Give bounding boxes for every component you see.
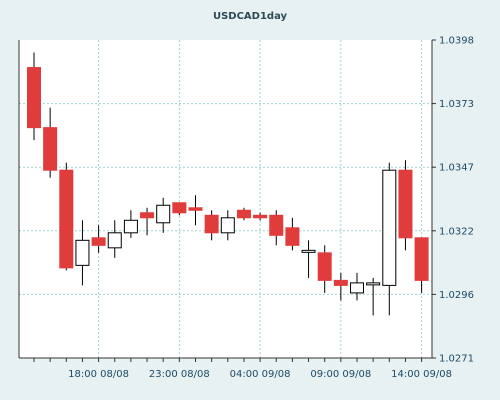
y-tick-label: 1.0347 [439, 163, 474, 174]
candle-body-down [188, 207, 203, 211]
candle [398, 160, 413, 251]
candle-body-up [107, 232, 122, 249]
plot-background [19, 40, 432, 358]
grid-lines [19, 40, 432, 358]
candle [204, 210, 219, 241]
candle [140, 207, 155, 236]
candle-body-down [140, 212, 155, 219]
candle [350, 272, 364, 301]
x-tick-label: 23:00 08/08 [149, 369, 210, 380]
candle-body-down [204, 214, 219, 234]
y-tick-label: 1.0398 [439, 36, 474, 47]
candle [123, 210, 138, 238]
candle-body-up [301, 249, 316, 253]
candle [269, 210, 284, 246]
candle [188, 195, 203, 226]
plot-area [19, 40, 432, 358]
candle [156, 197, 171, 233]
candle [75, 220, 90, 286]
x-tick-label: 14:00 09/08 [391, 369, 452, 380]
y-tick-label: 1.0271 [439, 354, 474, 365]
y-tick-label: 1.0322 [439, 226, 474, 237]
candles [27, 52, 429, 316]
candle-body-up [156, 204, 171, 224]
y-tick-label: 1.0296 [439, 290, 474, 301]
candle [414, 237, 429, 293]
axes: 1.0398 1.0373 1.0347 1.0322 1.0296 1.0271 18:0… [18, 36, 474, 380]
candle-body-down [414, 237, 429, 281]
candle-body-down [253, 214, 268, 219]
candle [220, 210, 235, 241]
candle-body-up [366, 282, 381, 286]
candle [236, 207, 251, 221]
candle [382, 162, 397, 316]
x-tick-label: 18:00 08/08 [68, 369, 129, 380]
candle [59, 162, 74, 271]
candle-body-down [236, 209, 251, 219]
x-tick-label: 04:00 09/08 [230, 369, 291, 380]
candle-body-down [59, 169, 74, 269]
candle [107, 220, 122, 258]
candle-body-up [350, 282, 364, 294]
candle [253, 212, 268, 221]
candle-body-up [75, 239, 90, 266]
candle [301, 240, 316, 278]
y-tick-label: 1.0373 [439, 99, 474, 110]
chart-title: USDCAD1day [212, 11, 288, 22]
candle-body-up [382, 169, 397, 286]
candle [27, 52, 41, 141]
candle [366, 277, 381, 316]
candle [317, 245, 332, 293]
candle-body-down [27, 67, 41, 129]
candle-body-down [333, 279, 348, 286]
candle-body-down [172, 202, 187, 214]
x-tick-label: 09:00 09/08 [310, 369, 371, 380]
candle-body-down [43, 127, 58, 171]
candle [285, 217, 300, 251]
candle-body-down [317, 252, 332, 281]
candle-body-down [398, 169, 413, 239]
candle-body-down [285, 227, 300, 246]
candle [91, 225, 106, 253]
candle-body-down [91, 237, 106, 246]
candle-body-down [269, 214, 284, 236]
candle-body-up [220, 217, 235, 234]
candle-body-up [123, 219, 138, 234]
candle [172, 202, 187, 216]
candle [43, 107, 58, 178]
candle [333, 272, 348, 301]
